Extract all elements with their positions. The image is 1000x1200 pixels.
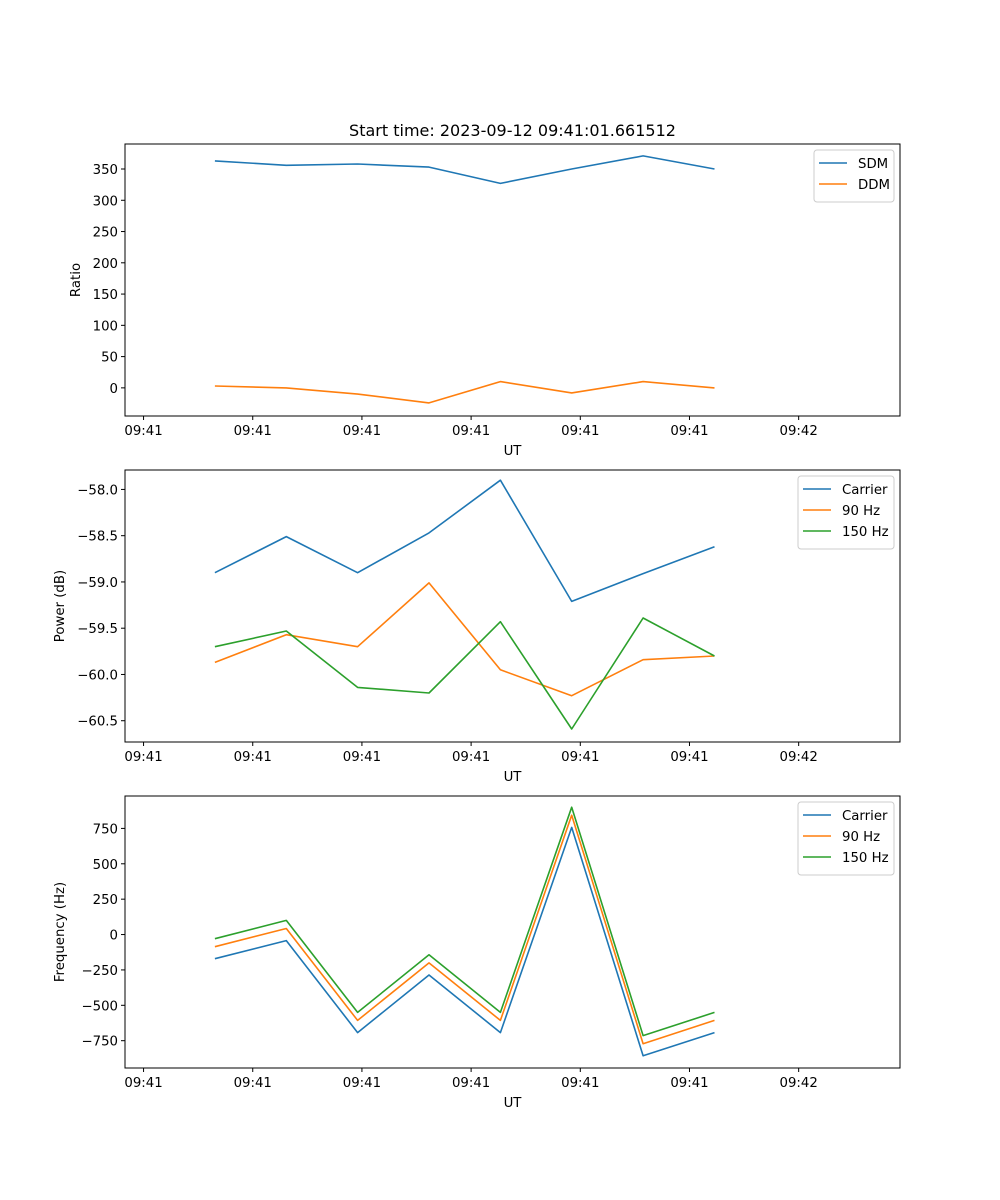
series-line-90-hz bbox=[214, 814, 715, 1045]
y-tick-label: 750 bbox=[93, 822, 118, 837]
legend-label: 90 Hz bbox=[842, 830, 880, 845]
series-line-ddm bbox=[214, 380, 715, 404]
y-tick-label: 250 bbox=[93, 226, 118, 241]
y-axis-label: Power (dB) bbox=[53, 570, 68, 642]
x-axis-label: UT bbox=[504, 770, 523, 785]
series-line-carrier bbox=[214, 826, 715, 1057]
y-tick-label: 300 bbox=[93, 194, 118, 209]
x-tick-label: 09:41 bbox=[124, 424, 162, 439]
x-tick-label: 09:41 bbox=[124, 1076, 162, 1091]
x-tick-label: 09:42 bbox=[780, 424, 818, 439]
legend-label: 90 Hz bbox=[842, 504, 880, 519]
y-tick-label: −750 bbox=[81, 1035, 118, 1050]
chart-title: Start time: 2023-09-12 09:41:01.661512 bbox=[349, 121, 676, 140]
x-axis-label: UT bbox=[504, 1096, 523, 1111]
x-tick-label: 09:41 bbox=[343, 750, 381, 765]
series-line-carrier bbox=[214, 479, 715, 603]
legend: Carrier 90 Hz 150 Hz bbox=[797, 475, 895, 550]
y-tick-label: 200 bbox=[93, 257, 118, 272]
y-tick-label: −250 bbox=[81, 964, 118, 979]
x-tick-label: 09:41 bbox=[561, 424, 599, 439]
panels: 09:41 09:41 09:41 09:41 09:41 09:41 09:42 0 50 10… bbox=[53, 143, 901, 1111]
x-tick-label: 09:41 bbox=[670, 424, 708, 439]
axes-frame bbox=[124, 143, 901, 417]
x-tick-label: 09:41 bbox=[343, 1076, 381, 1091]
series-line-90-hz bbox=[214, 582, 715, 697]
legend-label: SDM bbox=[858, 157, 888, 172]
y-tick-label: 500 bbox=[93, 858, 118, 873]
y-tick-label: −58.5 bbox=[77, 530, 118, 545]
panel-2: 09:41 09:41 09:41 09:41 09:41 09:41 09:42 −60.5… bbox=[53, 469, 901, 785]
legend: Carrier 90 Hz 150 Hz bbox=[797, 801, 895, 876]
x-tick-label: 09:41 bbox=[124, 750, 162, 765]
x-tick-label: 09:41 bbox=[452, 424, 490, 439]
x-tick-label: 09:41 bbox=[561, 750, 599, 765]
x-tick-label: 09:41 bbox=[343, 424, 381, 439]
panel-3: 09:41 09:41 09:41 09:41 09:41 09:41 09:42 −750 −… bbox=[53, 795, 901, 1111]
x-tick-label: 09:41 bbox=[670, 1076, 708, 1091]
x-tick-label: 09:41 bbox=[561, 1076, 599, 1091]
legend-label: Carrier bbox=[842, 809, 888, 824]
series-line-150-hz bbox=[214, 806, 715, 1037]
x-tick-label: 09:42 bbox=[780, 750, 818, 765]
y-tick-label: 50 bbox=[101, 351, 118, 366]
y-axis-label: Frequency (Hz) bbox=[53, 882, 68, 982]
y-tick-label: 350 bbox=[93, 163, 118, 178]
x-tick-label: 09:41 bbox=[452, 1076, 490, 1091]
x-tick-label: 09:41 bbox=[452, 750, 490, 765]
series-line-sdm bbox=[214, 155, 715, 185]
legend-label: Carrier bbox=[842, 483, 888, 498]
y-tick-label: −58.0 bbox=[77, 483, 118, 498]
legend-label: DDM bbox=[858, 178, 890, 193]
y-tick-label: −60.0 bbox=[77, 668, 118, 683]
panel-1: 09:41 09:41 09:41 09:41 09:41 09:41 09:42 0 50 10… bbox=[69, 143, 901, 459]
y-tick-label: −59.5 bbox=[77, 622, 118, 637]
x-tick-label: 09:41 bbox=[234, 1076, 272, 1091]
y-tick-label: 100 bbox=[93, 319, 118, 334]
y-tick-label: 150 bbox=[93, 288, 118, 303]
x-tick-label: 09:42 bbox=[780, 1076, 818, 1091]
y-tick-label: −500 bbox=[81, 999, 118, 1014]
y-tick-label: −60.5 bbox=[77, 715, 118, 730]
axes-frame bbox=[124, 795, 901, 1069]
x-axis-label: UT bbox=[504, 444, 523, 459]
series-line-150-hz bbox=[214, 617, 715, 730]
legend-label: 150 Hz bbox=[842, 851, 889, 866]
x-tick-label: 09:41 bbox=[234, 750, 272, 765]
y-tick-label: 0 bbox=[110, 929, 118, 944]
y-tick-label: −59.0 bbox=[77, 576, 118, 591]
x-tick-label: 09:41 bbox=[670, 750, 708, 765]
legend-label: 150 Hz bbox=[842, 525, 889, 540]
legend: SDM DDM bbox=[813, 149, 895, 203]
x-tick-label: 09:41 bbox=[234, 424, 272, 439]
y-axis-label: Ratio bbox=[69, 263, 84, 297]
y-tick-label: 0 bbox=[110, 382, 118, 397]
axes-frame bbox=[124, 469, 901, 743]
y-tick-label: 250 bbox=[93, 893, 118, 908]
